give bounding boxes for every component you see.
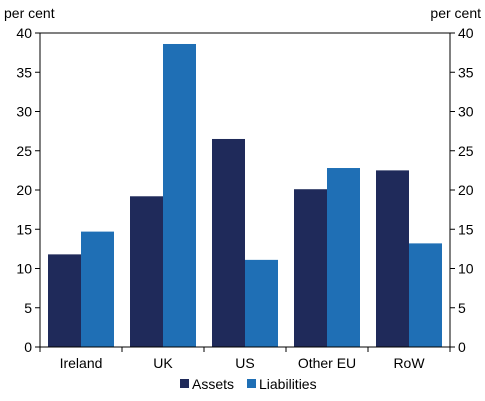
left-axis-unit: per cent <box>4 5 55 21</box>
left-tick-label: 20 <box>16 182 32 198</box>
legend-swatch-assets <box>180 379 189 388</box>
plot-frame <box>39 32 451 348</box>
right-tick-label: 10 <box>458 261 474 277</box>
legend: Assets Liabilities <box>180 376 317 392</box>
bar-assets-other-eu <box>294 189 327 347</box>
left-tick-label: 15 <box>16 221 32 237</box>
legend-label-assets: Assets <box>192 376 234 392</box>
bars <box>48 43 442 348</box>
left-tick-label: 40 <box>16 25 32 41</box>
legend-label-liabilities: Liabilities <box>259 376 317 392</box>
right-axis-ticks: 0 5 10 15 20 25 30 35 40 <box>450 25 474 355</box>
category-label: UK <box>153 355 173 371</box>
bar-liabilities-ireland <box>81 231 114 347</box>
left-tick-label: 5 <box>24 300 32 316</box>
category-label: Ireland <box>60 355 103 371</box>
bar-assets-row <box>376 170 409 347</box>
bar-assets-uk <box>130 196 163 347</box>
right-tick-label: 15 <box>458 221 474 237</box>
right-tick-label: 25 <box>458 143 474 159</box>
left-tick-label: 10 <box>16 261 32 277</box>
category-label: Other EU <box>298 355 356 371</box>
category-labels: Ireland UK US Other EU RoW <box>39 347 451 371</box>
bar-liabilities-other-eu <box>327 168 360 347</box>
category-label: US <box>235 355 254 371</box>
left-axis-ticks: 0 5 10 15 20 25 30 35 40 <box>16 25 40 355</box>
left-tick-label: 25 <box>16 143 32 159</box>
right-tick-label: 5 <box>458 300 466 316</box>
bar-assets-us <box>212 138 245 347</box>
right-axis-unit: per cent <box>430 5 481 21</box>
right-tick-label: 20 <box>458 182 474 198</box>
bar-liabilities-us <box>245 259 278 347</box>
bar-liabilities-uk <box>163 43 196 348</box>
left-tick-label: 0 <box>24 339 32 355</box>
bar-liabilities-row <box>409 243 442 347</box>
category-label: RoW <box>393 355 425 371</box>
bar-assets-ireland <box>48 254 81 347</box>
legend-swatch-liabilities <box>247 379 256 388</box>
left-tick-label: 35 <box>16 64 32 80</box>
right-tick-label: 0 <box>458 339 466 355</box>
right-tick-label: 40 <box>458 25 474 41</box>
right-tick-label: 30 <box>458 104 474 120</box>
right-tick-label: 35 <box>458 64 474 80</box>
left-tick-label: 30 <box>16 104 32 120</box>
